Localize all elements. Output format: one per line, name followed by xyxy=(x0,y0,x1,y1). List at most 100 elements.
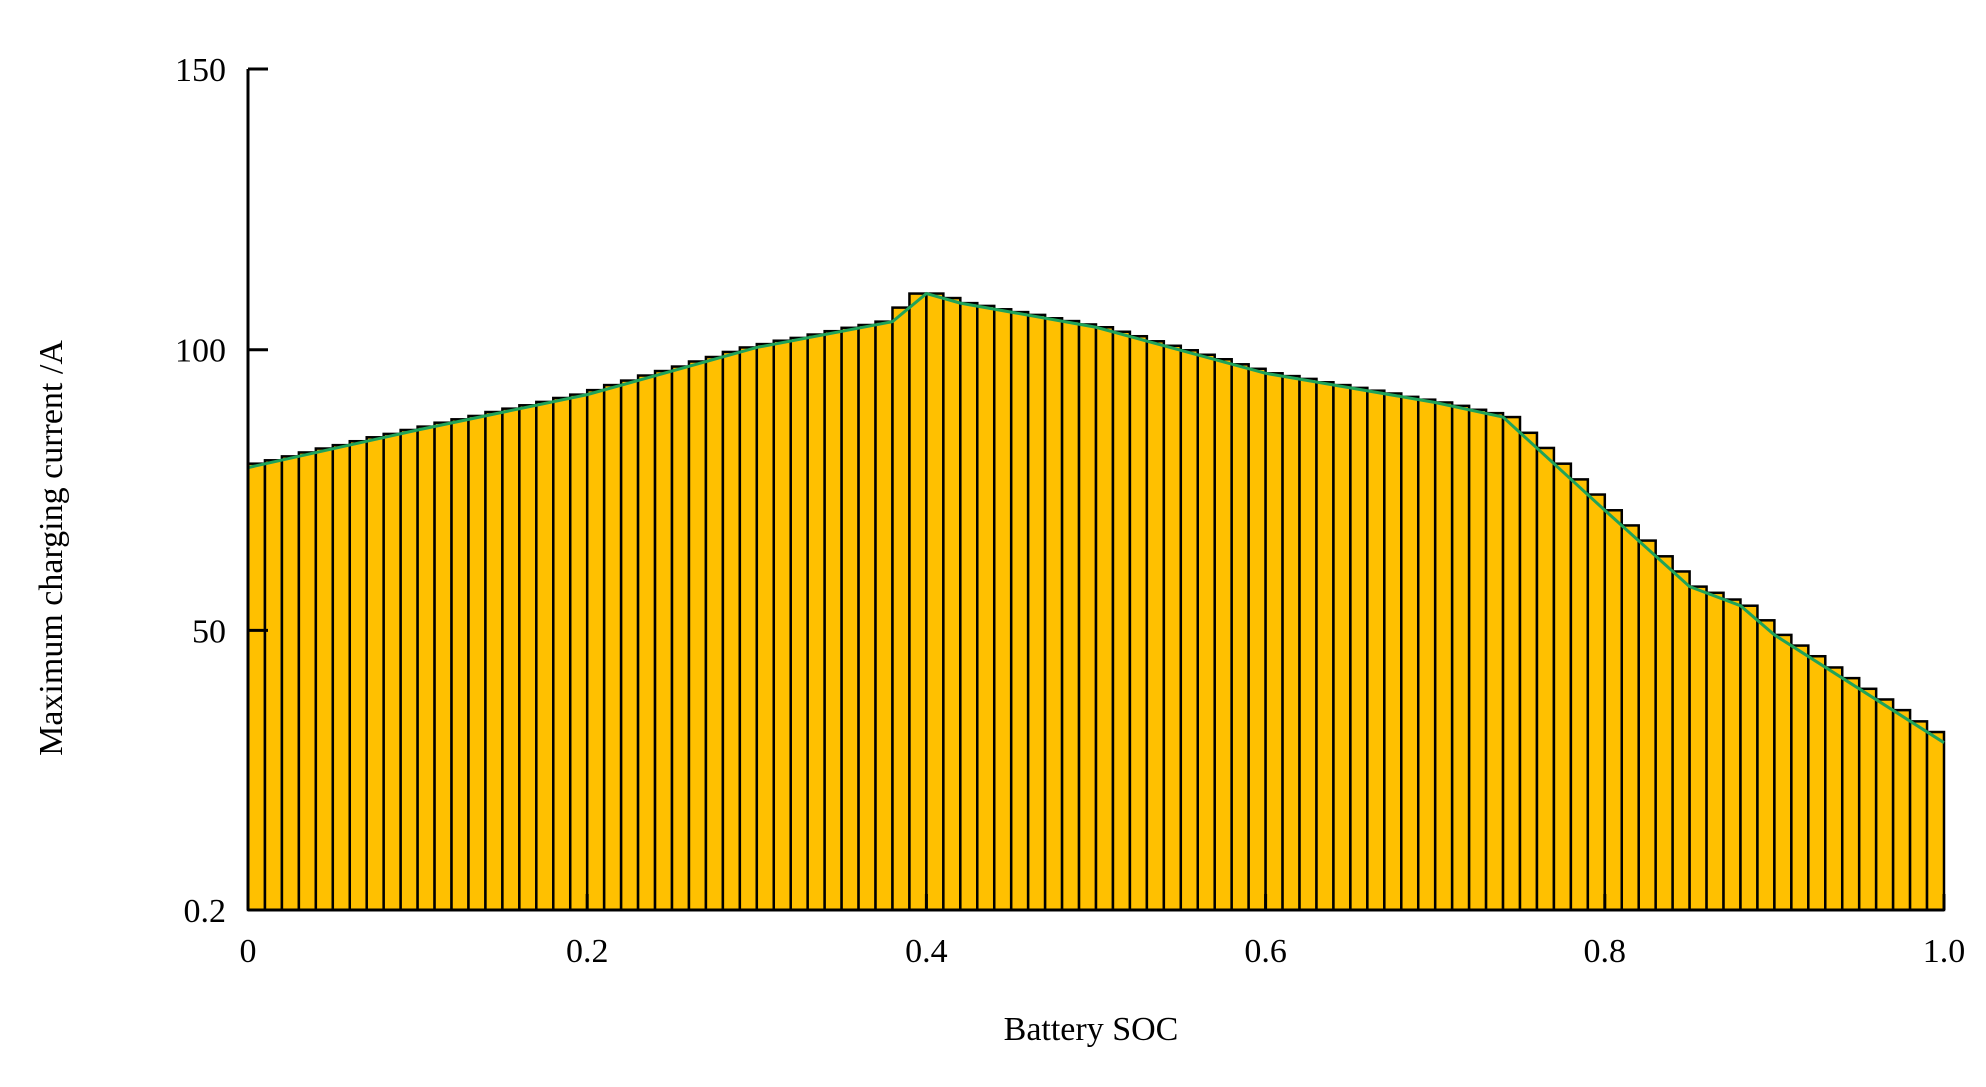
bar xyxy=(535,400,555,912)
x-tick-label: 1.0 xyxy=(1923,933,1966,970)
bar xyxy=(1366,389,1386,912)
bar xyxy=(1332,383,1352,912)
y-tick-label: 50 xyxy=(192,613,226,650)
x-tick-label: 0.4 xyxy=(905,933,948,970)
bar xyxy=(450,418,470,912)
bar xyxy=(1162,344,1183,912)
bar xyxy=(1840,676,1861,912)
bar xyxy=(246,462,267,912)
y-axis-label: Maximum charging current /A xyxy=(33,340,70,756)
bar xyxy=(687,360,708,912)
bar xyxy=(1773,633,1793,912)
bar xyxy=(908,292,928,912)
bar xyxy=(1077,323,1098,912)
x-tick-label: 0.6 xyxy=(1244,933,1287,970)
bar xyxy=(1671,570,1691,912)
bar xyxy=(1230,363,1250,912)
bar xyxy=(1756,619,1776,912)
bar xyxy=(501,407,521,912)
bar xyxy=(263,459,284,912)
bar xyxy=(1060,319,1081,912)
bar xyxy=(467,414,487,912)
bar xyxy=(738,346,759,912)
bar xyxy=(806,333,826,912)
bar xyxy=(823,329,843,912)
bar xyxy=(1908,720,1929,912)
bar xyxy=(1009,310,1030,912)
bar xyxy=(365,436,385,912)
bar xyxy=(1298,377,1318,912)
bar xyxy=(976,304,996,912)
bar xyxy=(382,432,402,912)
bar xyxy=(992,308,1013,912)
bar xyxy=(1179,349,1200,912)
bar xyxy=(959,301,979,912)
bar xyxy=(314,447,335,912)
bar xyxy=(704,355,725,912)
bar xyxy=(942,296,962,912)
bar xyxy=(518,404,538,912)
bar xyxy=(1128,334,1149,912)
bar xyxy=(636,374,657,912)
bar xyxy=(1790,644,1810,912)
bar xyxy=(1891,708,1912,912)
bar xyxy=(1603,509,1624,912)
bar xyxy=(857,323,877,912)
bar xyxy=(1857,687,1878,912)
bar xyxy=(1688,585,1708,912)
bar xyxy=(1586,493,1607,912)
bar xyxy=(568,393,589,912)
bar xyxy=(1535,446,1556,912)
bar xyxy=(653,369,674,912)
bar xyxy=(619,379,640,912)
line xyxy=(247,291,1945,744)
bar xyxy=(1925,730,1946,912)
bar xyxy=(1043,317,1064,912)
bar xyxy=(1705,591,1725,912)
bar xyxy=(1349,386,1369,912)
bar xyxy=(1416,398,1437,912)
bar xyxy=(484,410,504,912)
bar xyxy=(1552,462,1573,912)
bar xyxy=(1518,431,1539,912)
bar xyxy=(280,455,301,912)
y-tick-label: 150 xyxy=(175,52,226,89)
bar xyxy=(1315,381,1335,912)
bar xyxy=(1620,524,1640,912)
bar xyxy=(1400,395,1420,912)
bar xyxy=(1433,401,1454,912)
bar xyxy=(1467,408,1488,912)
bar xyxy=(1450,404,1471,912)
x-tick-label: 0 xyxy=(240,933,257,970)
bar xyxy=(1807,654,1827,912)
bar xyxy=(1213,358,1233,912)
x-tick-label: 0.2 xyxy=(566,933,609,970)
bar xyxy=(1569,478,1590,912)
bar xyxy=(1739,604,1759,912)
bar xyxy=(1094,326,1115,912)
bar xyxy=(1501,415,1522,912)
x-axis-label: Battery SOC xyxy=(1004,1011,1179,1048)
x-tick-label: 0.8 xyxy=(1584,933,1627,970)
bar xyxy=(1247,367,1267,912)
bar xyxy=(1196,353,1216,912)
bar xyxy=(1111,330,1132,912)
bar xyxy=(1874,698,1895,912)
bar xyxy=(1484,411,1505,912)
bar xyxy=(789,336,809,912)
bar xyxy=(721,350,742,912)
bar xyxy=(1722,598,1742,912)
bar xyxy=(297,451,318,912)
y-tick-label: 100 xyxy=(175,333,226,370)
bar xyxy=(1264,372,1284,912)
bar xyxy=(1824,666,1844,912)
bar xyxy=(670,365,691,912)
bar xyxy=(874,320,894,912)
bar xyxy=(1654,555,1674,912)
bar xyxy=(552,396,572,912)
bar xyxy=(602,383,623,912)
bar xyxy=(772,339,792,912)
bar xyxy=(1637,539,1657,912)
bar xyxy=(925,292,945,912)
